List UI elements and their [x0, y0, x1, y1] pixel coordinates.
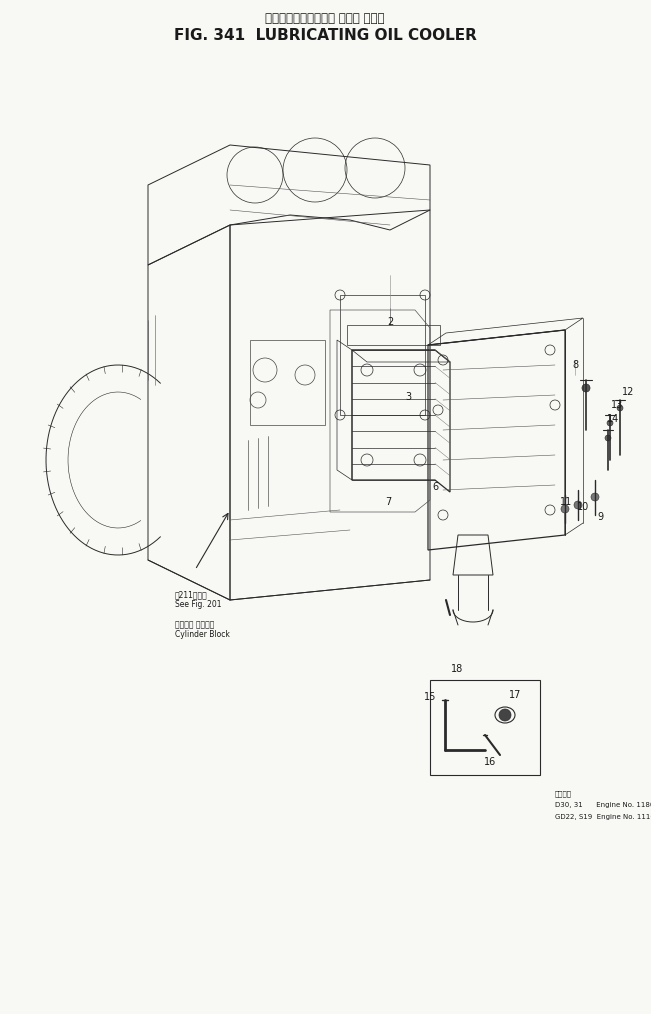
Text: 第211図参照
See Fig. 201: 第211図参照 See Fig. 201 — [175, 590, 221, 609]
Text: 2: 2 — [387, 317, 393, 327]
Text: 12: 12 — [622, 387, 634, 397]
Circle shape — [582, 384, 590, 392]
Circle shape — [499, 709, 511, 721]
Bar — [430, 680, 540, 775]
Circle shape — [574, 501, 582, 509]
Text: 6: 6 — [432, 482, 438, 492]
Text: GD22, S19  Engine No. 11108 ~: GD22, S19 Engine No. 11108 ~ — [555, 814, 651, 820]
Circle shape — [605, 435, 611, 441]
Text: 11: 11 — [560, 497, 572, 507]
Bar — [340, 295, 425, 415]
Circle shape — [591, 493, 599, 501]
Text: FIG. 341  LUBRICATING OIL COOLER: FIG. 341 LUBRICATING OIL COOLER — [174, 28, 477, 44]
Text: 16: 16 — [484, 757, 496, 767]
Text: ルーブリケーティング オイル クーラ: ルーブリケーティング オイル クーラ — [265, 11, 385, 24]
Circle shape — [617, 405, 623, 411]
Text: シリンダ ブロック
Cylinder Block: シリンダ ブロック Cylinder Block — [175, 620, 230, 640]
Text: 7: 7 — [385, 497, 391, 507]
Bar — [250, 340, 325, 425]
Text: 10: 10 — [577, 502, 589, 512]
Text: 18: 18 — [451, 664, 463, 674]
Text: 15: 15 — [424, 692, 436, 702]
Text: D30, 31      Engine No. 11807 ~ 16886: D30, 31 Engine No. 11807 ~ 16886 — [555, 802, 651, 808]
Circle shape — [561, 505, 569, 513]
Text: 9: 9 — [597, 512, 603, 522]
Text: 14: 14 — [607, 414, 619, 424]
Circle shape — [607, 420, 613, 426]
Text: 適用範囲: 適用範囲 — [555, 790, 572, 797]
Text: 8: 8 — [572, 360, 578, 370]
Text: 3: 3 — [405, 392, 411, 402]
Text: 17: 17 — [509, 690, 521, 700]
Text: 13: 13 — [611, 400, 623, 410]
